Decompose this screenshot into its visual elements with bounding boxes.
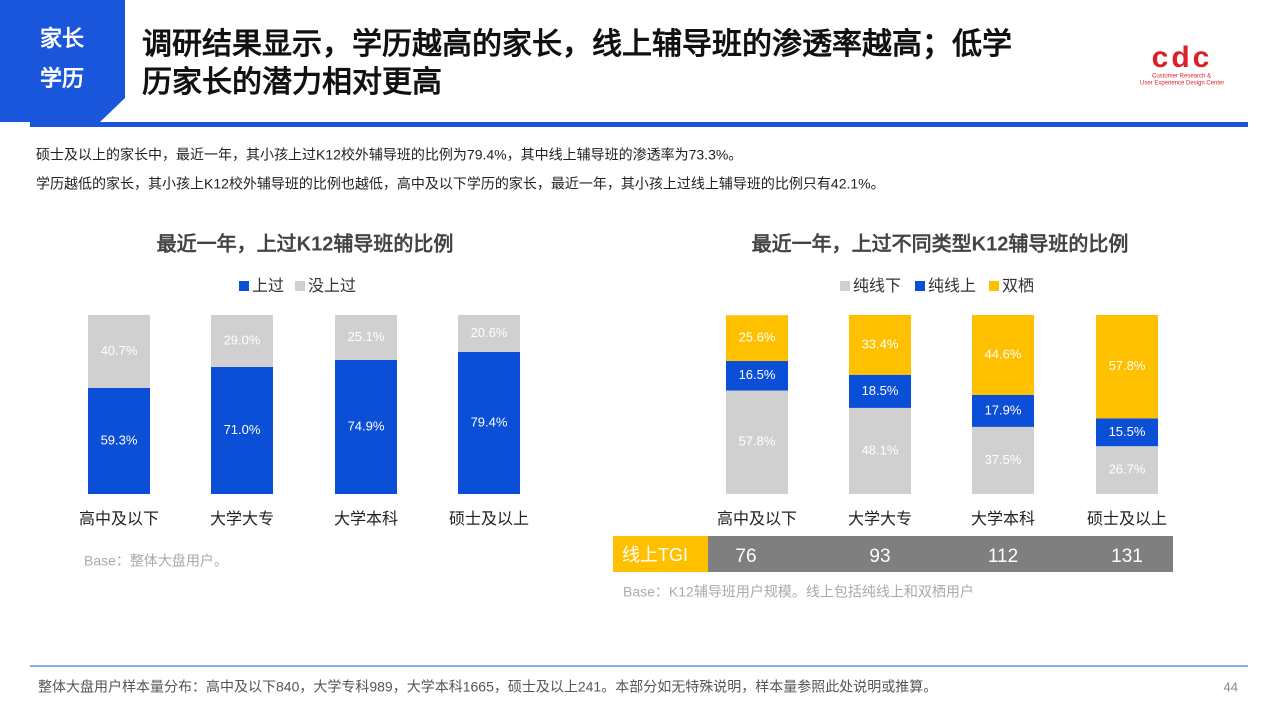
x-tick-label: 大学本科 <box>334 510 398 528</box>
value-label: 57.8% <box>1109 358 1146 373</box>
bar-segment <box>335 315 397 360</box>
bar-segment <box>726 390 788 494</box>
value-label: 26.7% <box>1109 462 1146 477</box>
value-label: 33.4% <box>862 336 899 351</box>
value-label: 29.0% <box>224 332 261 347</box>
bar-segment <box>972 394 1034 427</box>
value-label: 16.5% <box>739 367 776 382</box>
x-tick-label: 高中及以下 <box>79 510 159 528</box>
tag: 学历 <box>40 66 84 91</box>
bar-segment <box>88 315 150 388</box>
value-label: 18.5% <box>862 383 899 398</box>
legend-swatch <box>295 281 305 291</box>
value-label: 40.7% <box>101 343 138 358</box>
bar-segment <box>849 407 911 494</box>
bar-segment <box>726 315 788 362</box>
x-tick-label: 硕士及以上 <box>449 510 529 528</box>
value-label: 48.1% <box>862 442 899 457</box>
tgi-label: 线上TGI <box>622 545 688 565</box>
legend-swatch <box>239 281 249 291</box>
logo-sub: User Experience Design Center <box>1140 81 1224 87</box>
logo-sub: Customer Research & <box>1152 74 1211 80</box>
legend-label: 没上过 <box>308 277 356 295</box>
legend-label: 纯线下 <box>853 277 901 295</box>
intro: 学历越低的家长，其小孩上K12校外辅导班的比例也越低，高中及以下学历的家长，最近… <box>36 176 885 192</box>
tgi-value: 112 <box>988 546 1018 567</box>
intro: 硕士及以上的家长中，最近一年，其小孩上过K12校外辅导班的比例为79.4%，其中… <box>36 147 742 163</box>
x-tick-label: 高中及以下 <box>717 510 797 528</box>
bar-segment <box>972 426 1034 494</box>
bar-segment <box>849 374 911 408</box>
tag-box <box>0 0 125 122</box>
value-label: 37.5% <box>985 452 1022 467</box>
chart-title: 最近一年，上过不同类型K12辅导班的比例 <box>752 231 1129 255</box>
title: 调研结果显示，学历越高的家长，线上辅导班的渗透率越高；低学 <box>142 27 1012 61</box>
value-label: 17.9% <box>985 402 1022 417</box>
bar-segment <box>1096 446 1158 494</box>
bar-segment <box>458 351 520 494</box>
value-label: 15.5% <box>1109 424 1146 439</box>
value-label: 44.6% <box>985 346 1022 361</box>
legend-label: 上过 <box>252 277 284 295</box>
value-label: 74.9% <box>348 418 385 433</box>
bar-segment <box>849 315 911 375</box>
x-tick-label: 大学本科 <box>971 510 1035 528</box>
tag: 家长 <box>40 26 85 51</box>
bar-segment <box>335 359 397 494</box>
legend-swatch <box>915 281 925 291</box>
value-label: 71.0% <box>224 422 261 437</box>
chart-note: Base：K12辅导班用户规模。线上包括纯线上和双栖用户 <box>623 584 974 600</box>
x-tick-label: 大学大专 <box>848 510 912 528</box>
bar-segment <box>211 366 273 494</box>
header-rule <box>30 122 1248 127</box>
tgi-value: 76 <box>735 546 756 567</box>
legend-swatch <box>840 281 850 291</box>
tgi-value: 93 <box>869 546 890 567</box>
value-label: 25.1% <box>348 329 385 344</box>
bar-segment <box>1096 315 1158 419</box>
bar-segment <box>211 315 273 367</box>
value-label: 79.4% <box>471 414 508 429</box>
value-label: 25.6% <box>739 330 776 345</box>
value-label: 57.8% <box>739 434 776 449</box>
value-label: 59.3% <box>101 432 138 447</box>
tgi-row <box>708 536 1173 572</box>
title: 历家长的潜力相对更高 <box>142 66 442 99</box>
page-number: 44 <box>1224 679 1238 694</box>
chart-title: 最近一年，上过K12辅导班的比例 <box>157 231 454 255</box>
chart-note: Base：整体大盘用户。 <box>84 553 228 569</box>
tgi-label-box <box>613 536 708 572</box>
value-label: 20.6% <box>471 325 508 340</box>
legend-swatch <box>989 281 999 291</box>
bar-segment <box>726 361 788 391</box>
bar-segment <box>972 315 1034 395</box>
footer: 整体大盘用户样本量分布：高中及以下840，大学专科989，大学本科1665，硕士… <box>38 679 937 695</box>
bar-segment <box>88 387 150 494</box>
legend-label: 双栖 <box>1002 277 1034 295</box>
tgi-value: 131 <box>1111 546 1143 567</box>
legend-label: 纯线上 <box>928 277 976 295</box>
bar-segment <box>1096 418 1158 447</box>
x-tick-label: 大学大专 <box>210 510 274 528</box>
logo: cdc <box>1152 41 1213 74</box>
x-tick-label: 硕士及以上 <box>1087 510 1167 528</box>
bar-segment <box>458 315 520 352</box>
